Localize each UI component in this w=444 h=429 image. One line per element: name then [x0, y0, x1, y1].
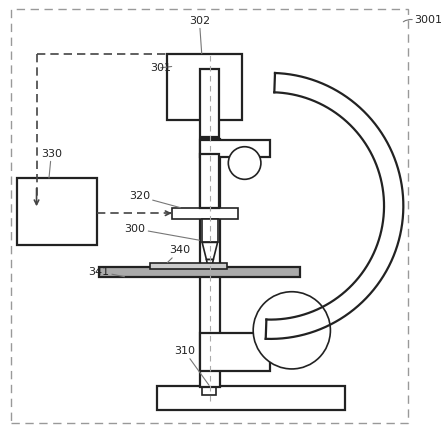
Text: 310: 310	[174, 346, 209, 385]
Bar	[202, 219, 218, 242]
Text: 3001: 3001	[414, 15, 442, 25]
Polygon shape	[202, 242, 218, 260]
Text: 340: 340	[167, 245, 190, 263]
Bar	[172, 208, 238, 219]
Bar	[199, 333, 270, 371]
Text: 320: 320	[129, 191, 180, 208]
Bar	[200, 69, 219, 137]
Text: 300: 300	[124, 224, 199, 240]
Bar	[199, 139, 220, 387]
Bar	[167, 54, 242, 120]
Text: 341: 341	[88, 266, 124, 277]
Text: 301: 301	[150, 63, 172, 73]
Bar	[99, 267, 301, 277]
Bar	[199, 140, 270, 157]
Bar	[157, 386, 345, 410]
Polygon shape	[206, 260, 213, 268]
Circle shape	[228, 147, 261, 179]
Bar	[17, 178, 97, 245]
Circle shape	[253, 292, 330, 369]
Text: 330: 330	[41, 148, 62, 178]
Text: 302: 302	[189, 15, 210, 54]
Bar	[200, 154, 219, 208]
Bar	[202, 385, 216, 395]
Bar	[150, 263, 227, 269]
